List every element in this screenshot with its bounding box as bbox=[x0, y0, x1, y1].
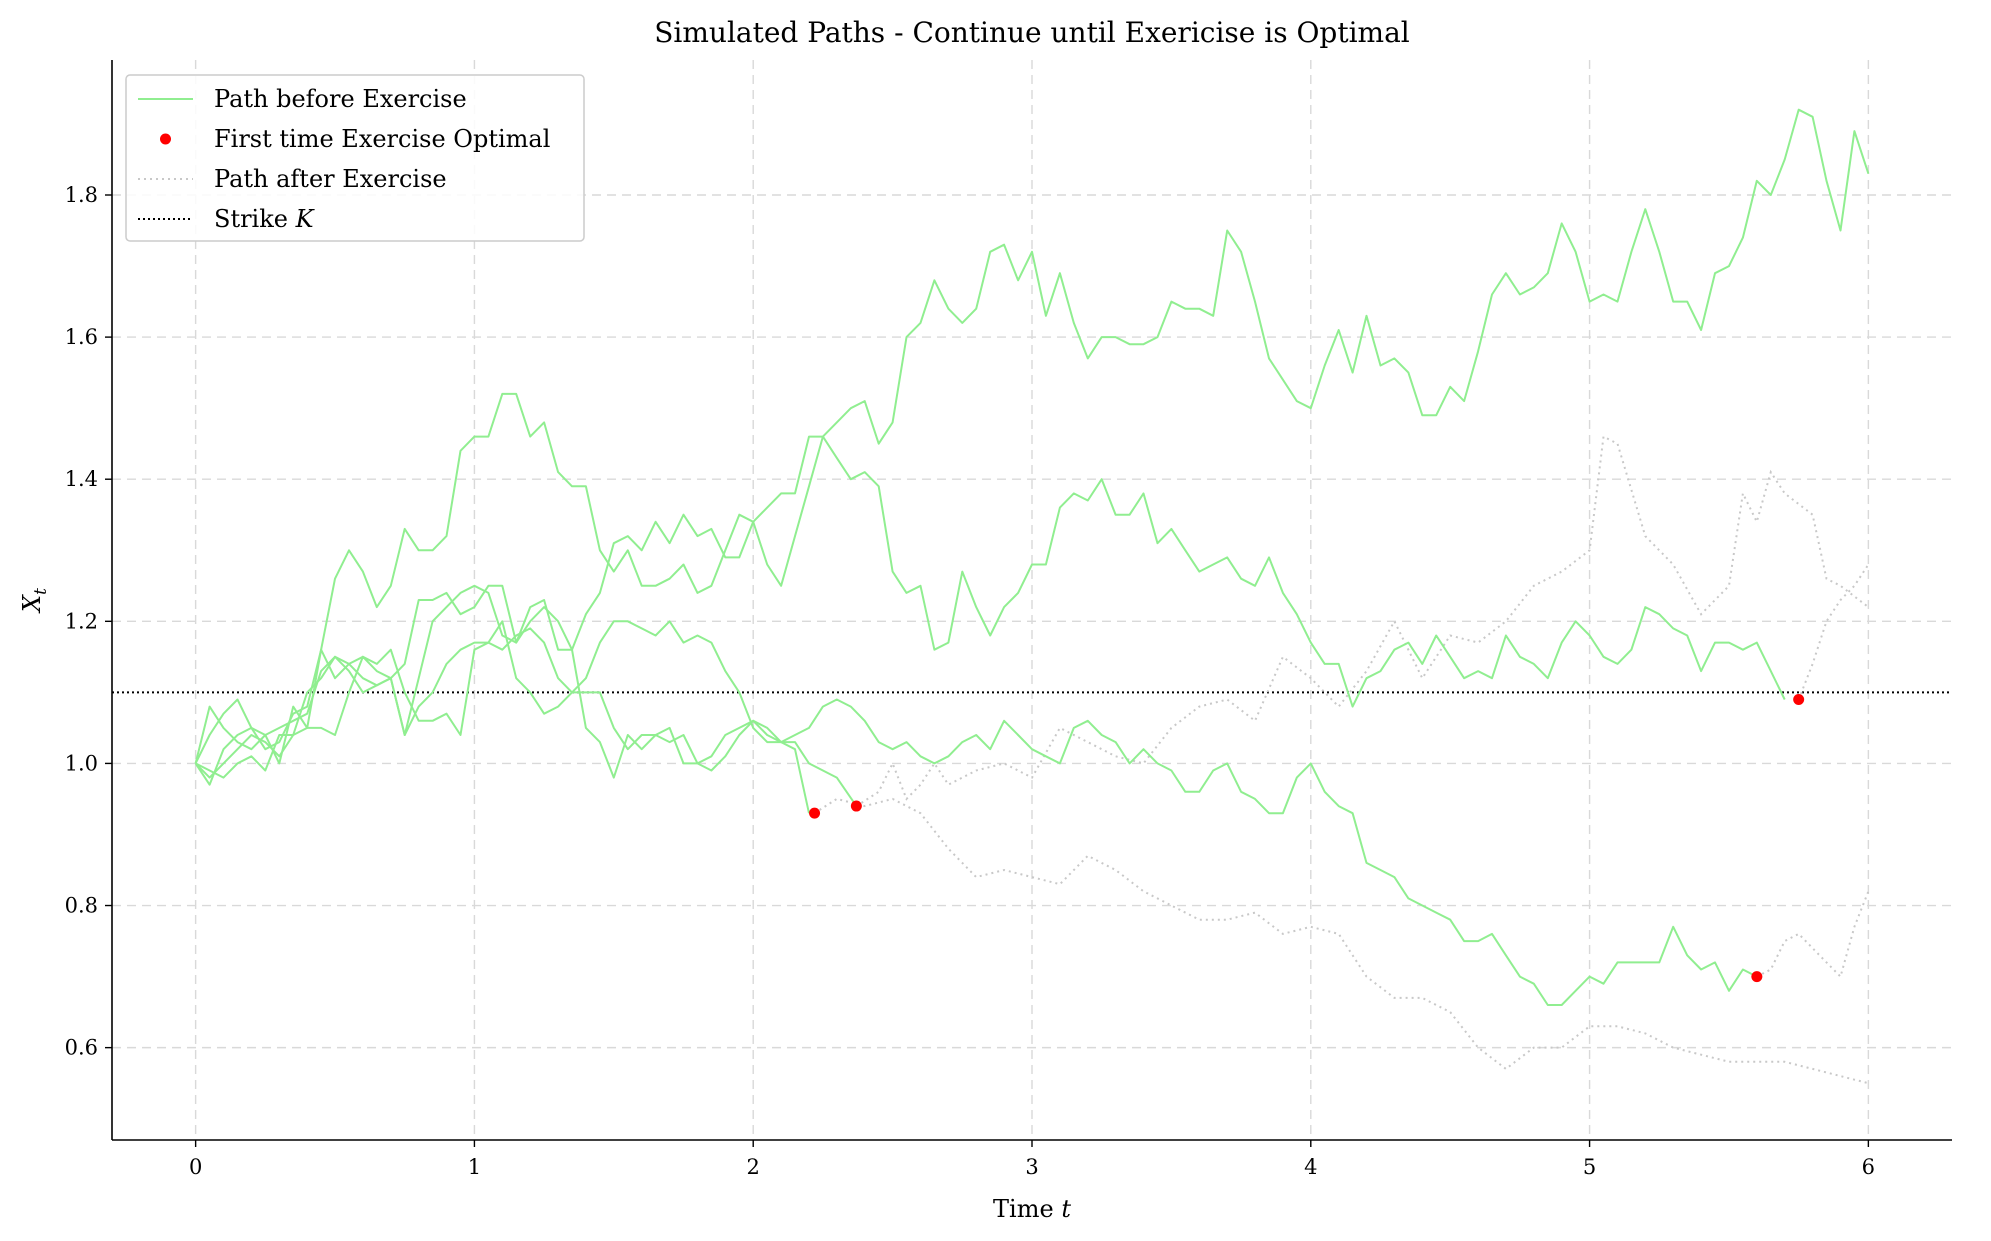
legend-label-text: Path before Exercise bbox=[214, 85, 467, 113]
path-before-exercise-5 bbox=[195, 108, 1870, 779]
x-tick-label: 2 bbox=[747, 1155, 760, 1179]
x-tick-label: 6 bbox=[1862, 1155, 1875, 1179]
y-tick-label: 1.6 bbox=[65, 325, 98, 349]
y-tick-label: 1.2 bbox=[65, 609, 98, 633]
y-axis-label: Xt bbox=[18, 588, 51, 614]
path-after-exercise-4 bbox=[1797, 563, 1870, 700]
exercise-dots-layer bbox=[809, 693, 1805, 983]
legend-label: First time Exercise Optimal bbox=[214, 125, 550, 153]
paths-after-layer bbox=[813, 435, 1870, 1085]
exercise-point-3 bbox=[1751, 971, 1763, 983]
axes bbox=[105, 60, 1952, 1147]
legend-label-text: First time Exercise Optimal bbox=[214, 125, 550, 153]
legend-label: Strike K bbox=[214, 205, 316, 233]
y-tick-label: 1.4 bbox=[65, 467, 98, 491]
x-tick-label: 0 bbox=[189, 1155, 202, 1179]
path-after-exercise-2 bbox=[855, 435, 1870, 807]
tick-labels: 0 1 2 3 4 5 6 0.6 0.8 1.0 1.2 1.4 1.6 1.8 bbox=[65, 183, 1875, 1179]
legend-label-text: Strike bbox=[214, 205, 288, 233]
path-after-exercise-3 bbox=[1756, 890, 1870, 979]
legend-label-var: K bbox=[288, 205, 316, 233]
legend-label-text: Path after Exercise bbox=[214, 165, 447, 193]
grid-lines bbox=[112, 60, 1952, 1140]
exercise-point-1 bbox=[809, 807, 821, 819]
x-tick-label: 4 bbox=[1304, 1155, 1317, 1179]
exercise-point-2 bbox=[850, 800, 862, 812]
path-before-exercise-1 bbox=[194, 620, 810, 814]
y-axis-label-var: X bbox=[18, 594, 46, 614]
x-tick-label: 3 bbox=[1025, 1155, 1038, 1179]
x-tick-label: 5 bbox=[1583, 1155, 1596, 1179]
path-after-exercise-1 bbox=[813, 797, 1869, 1085]
x-tick-label: 1 bbox=[468, 1155, 481, 1179]
legend-label: Path after Exercise bbox=[214, 165, 447, 193]
y-tick-label: 0.8 bbox=[65, 894, 98, 918]
paths-before-layer bbox=[194, 108, 1870, 1006]
exercise-point-4 bbox=[1793, 693, 1805, 705]
legend: Path before Exercise First time Exercise … bbox=[125, 74, 585, 242]
x-axis-label-var: t bbox=[1061, 1195, 1071, 1223]
x-axis-label-text: Time bbox=[993, 1195, 1054, 1223]
legend-swatch-dot bbox=[160, 133, 171, 145]
x-axis-label: Time t bbox=[993, 1195, 1071, 1223]
legend-label: Path before Exercise bbox=[214, 85, 467, 113]
y-axis-label-sub: t bbox=[31, 588, 51, 595]
chart-title: Simulated Paths - Continue until Exerici… bbox=[654, 16, 1410, 49]
legend-box bbox=[125, 74, 585, 242]
y-tick-label: 1.8 bbox=[65, 183, 98, 207]
path-before-exercise-4 bbox=[194, 392, 1786, 764]
y-tick-label: 0.6 bbox=[65, 1036, 98, 1060]
y-tick-label: 1.0 bbox=[65, 751, 98, 775]
path-before-exercise-3 bbox=[194, 627, 1758, 1006]
